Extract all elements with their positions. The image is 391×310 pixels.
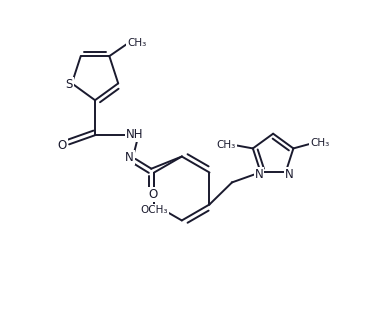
Text: O: O xyxy=(148,188,157,201)
Text: NH: NH xyxy=(126,128,143,141)
Text: OCH₃: OCH₃ xyxy=(140,205,168,215)
Text: N: N xyxy=(285,168,294,181)
Text: CH₃: CH₃ xyxy=(310,138,330,148)
Text: O: O xyxy=(58,140,67,153)
Text: N: N xyxy=(125,151,134,164)
Text: CH₃: CH₃ xyxy=(217,140,236,150)
Text: N: N xyxy=(255,168,264,181)
Text: S: S xyxy=(66,78,73,91)
Text: CH₃: CH₃ xyxy=(127,38,146,48)
